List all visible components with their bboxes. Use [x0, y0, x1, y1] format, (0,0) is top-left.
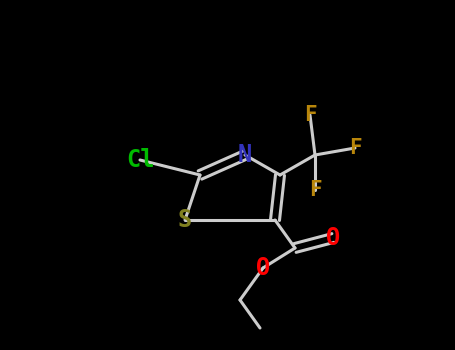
Text: N: N	[238, 143, 252, 167]
Text: S: S	[178, 208, 192, 232]
Text: O: O	[326, 226, 340, 250]
Text: F: F	[308, 180, 321, 200]
Text: O: O	[256, 256, 270, 280]
Text: F: F	[349, 138, 361, 158]
Text: F: F	[303, 105, 316, 125]
Text: Cl: Cl	[126, 148, 154, 172]
